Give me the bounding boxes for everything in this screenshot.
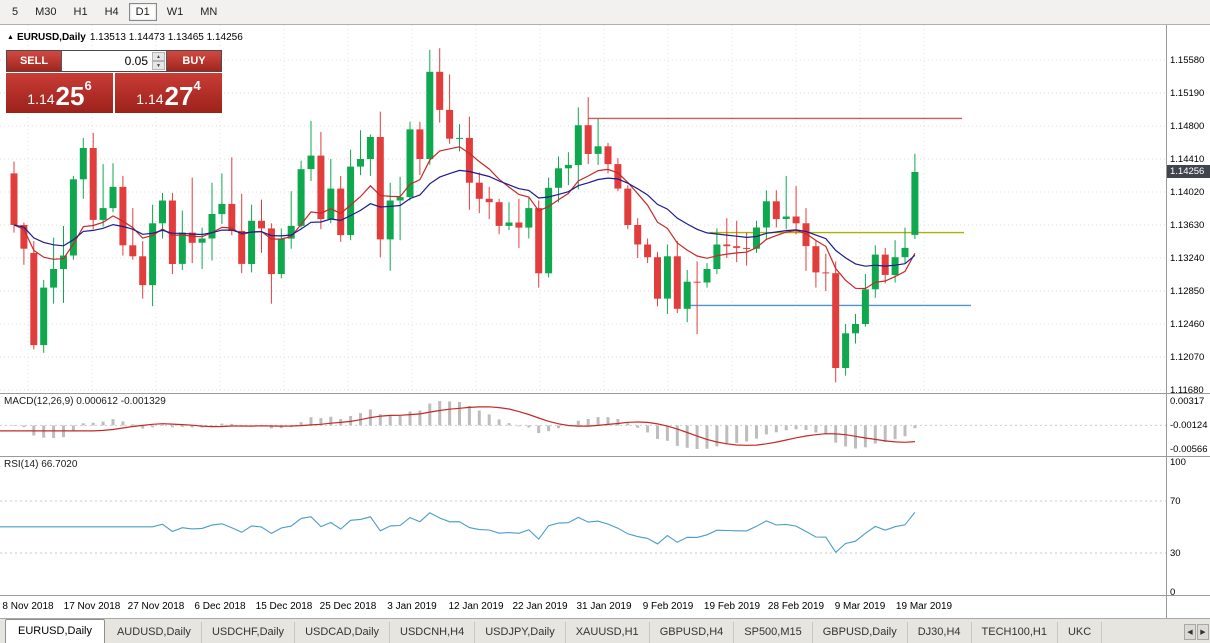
volume-spinner-up-icon[interactable]: ▲ [152, 52, 165, 61]
current-price-badge: 1.14256 [1167, 165, 1210, 179]
chart-tab-eurusd[interactable]: EURUSD,Daily [5, 619, 105, 643]
date-axis-label: 6 Dec 2018 [194, 601, 246, 612]
bid-price-pips: 25 [55, 81, 85, 111]
chart-tab-bar: EURUSD,Daily AUDUSD,Daily USDCHF,Daily USDC… [0, 618, 1210, 643]
tab-scroll-left-icon[interactable]: ◀ [1184, 624, 1196, 640]
chart-title: ▲ EURUSD,Daily 1.13513 1.14473 1.13465 1.1… [7, 32, 243, 43]
price-axis-label: 1.14800 [1170, 121, 1205, 132]
rsi-indicator-label: RSI(14) 66.7020 [4, 459, 78, 470]
bid-price-pipette: 6 [84, 78, 92, 93]
date-axis-label: 3 Jan 2019 [387, 601, 437, 612]
price-axis-label: 1.12460 [1170, 319, 1205, 330]
date-axis-label: 28 Feb 2019 [767, 601, 825, 612]
price-axis-label: 1.15580 [1170, 55, 1205, 66]
chart-tabs: EURUSD,Daily AUDUSD,Daily USDCHF,Daily USDC… [0, 619, 1184, 643]
chart-tab-gbpusd[interactable]: GBPUSD,Daily [813, 622, 908, 643]
ask-price-pips: 27 [164, 81, 194, 111]
date-axis-label: 22 Jan 2019 [512, 601, 568, 612]
timeframe-button-h1[interactable]: H1 [67, 3, 95, 21]
price-axis-label: 1.15190 [1170, 88, 1205, 99]
timeframe-button-d1[interactable]: D1 [128, 3, 157, 21]
price-axis-label: 1.14020 [1170, 187, 1205, 198]
timeframe-buttons: 5 M30 H1 H4 D1 W1 MN [2, 3, 224, 21]
one-click-trading-panel: SELL ▲ ▼ BUY 1.14 25 6 1.14 [6, 50, 222, 113]
chart-tab-usdjpy[interactable]: USDJPY,Daily [475, 622, 566, 643]
date-axis-label: 9 Mar 2019 [834, 601, 886, 612]
volume-spinner-down-icon[interactable]: ▼ [152, 61, 165, 70]
timeframe-button-5[interactable]: 5 [5, 3, 25, 21]
rsi-axis-label: 30 [1170, 548, 1181, 559]
chart-window: ▲ EURUSD,Daily 1.13513 1.14473 1.13465 1.1… [0, 25, 1210, 618]
volume-spinner: ▲ ▼ [152, 52, 165, 70]
chart-tab-dj30[interactable]: DJ30,H4 [908, 622, 972, 643]
bid-price[interactable]: 1.14 25 6 [6, 73, 113, 113]
chart-tab-gbpusd[interactable]: GBPUSD,H4 [650, 622, 735, 643]
panel-separator[interactable] [0, 595, 1210, 596]
macd-indicator-label: MACD(12,26,9) 0.000612 -0.001329 [4, 396, 166, 407]
macd-axis-label: -0.00124 [1170, 420, 1208, 431]
chart-tab-sp500[interactable]: SP500,M15 [734, 622, 813, 643]
date-axis-label: 19 Mar 2019 [895, 601, 953, 612]
chart-tab-audusd[interactable]: AUDUSD,Daily [107, 622, 202, 643]
timeframe-button-h4[interactable]: H4 [98, 3, 126, 21]
panel-separator[interactable] [0, 456, 1210, 457]
timeframe-toolbar: 5 M30 H1 H4 D1 W1 MN [0, 0, 1210, 25]
tab-scroll-controls: ◀ ▶ [1184, 624, 1209, 640]
price-axis-label: 1.11680 [1170, 385, 1204, 397]
time-scale[interactable]: 8 Nov 2018 17 Nov 2018 27 Nov 2018 6 Dec 20… [0, 596, 1166, 618]
macd-indicator-chart[interactable] [0, 394, 1166, 456]
price-scale[interactable]: 1.14256 1.15580 1.15190 1.14800 1.14410 1.14… [1166, 25, 1210, 618]
rsi-axis-label: 100 [1170, 457, 1186, 468]
price-axis-label: 1.13240 [1170, 253, 1205, 264]
ask-price-prefix: 1.14 [136, 91, 164, 107]
rsi-indicator-chart[interactable] [0, 457, 1166, 595]
price-axis-label: 1.13630 [1170, 220, 1205, 231]
date-axis-label: 8 Nov 2018 [2, 601, 54, 612]
chart-ohlc-values: 1.13513 1.14473 1.13465 1.14256 [89, 32, 243, 43]
price-axis-label: 1.12850 [1170, 286, 1205, 297]
volume-field: ▲ ▼ [62, 51, 166, 71]
date-axis-label: 27 Nov 2018 [127, 601, 185, 612]
ask-price[interactable]: 1.14 27 4 [115, 73, 222, 113]
panel-separator[interactable] [0, 393, 1210, 394]
date-axis-label: 17 Nov 2018 [63, 601, 121, 612]
bid-price-prefix: 1.14 [27, 91, 55, 107]
volume-input[interactable] [62, 51, 166, 71]
date-axis-label: 19 Feb 2019 [703, 601, 761, 612]
macd-axis-label: 0.00317 [1170, 396, 1205, 407]
timeframe-button-mn[interactable]: MN [193, 3, 224, 21]
date-axis-label: 25 Dec 2018 [319, 601, 377, 612]
chart-tab-usdcad[interactable]: USDCAD,Daily [295, 622, 391, 643]
chart-symbol: EURUSD,Daily [16, 32, 86, 43]
chart-tab-usdcnh[interactable]: USDCNH,H4 [390, 622, 476, 643]
date-axis-label: 31 Jan 2019 [576, 601, 632, 612]
rsi-axis-label: 70 [1170, 496, 1181, 507]
price-axis-label: 1.14410 [1170, 154, 1205, 165]
date-axis-label: 12 Jan 2019 [448, 601, 504, 612]
one-click-panel-toggle-icon[interactable]: ▲ [7, 34, 14, 41]
rsi-axis-label: 0 [1170, 587, 1176, 598]
chart-tab-usdchf[interactable]: USDCHF,Daily [202, 622, 296, 643]
chart-tab-xauusd[interactable]: XAUUSD,H1 [566, 622, 650, 643]
timeframe-button-w1[interactable]: W1 [160, 3, 191, 21]
tab-scroll-right-icon[interactable]: ▶ [1197, 624, 1209, 640]
ask-price-pipette: 4 [193, 78, 201, 93]
date-axis-label: 9 Feb 2019 [642, 601, 694, 612]
sell-button[interactable]: SELL [7, 51, 61, 71]
chart-tab-ukc[interactable]: UKC [1058, 622, 1103, 643]
price-axis-label: 1.12070 [1170, 352, 1205, 364]
date-axis-label: 15 Dec 2018 [255, 601, 313, 612]
timeframe-button-m30[interactable]: M30 [28, 3, 63, 21]
main-price-chart[interactable] [0, 25, 1166, 393]
macd-axis-label: -0.00566 [1170, 444, 1208, 455]
chart-tab-tech100[interactable]: TECH100,H1 [972, 622, 1058, 643]
buy-button[interactable]: BUY [167, 51, 221, 71]
